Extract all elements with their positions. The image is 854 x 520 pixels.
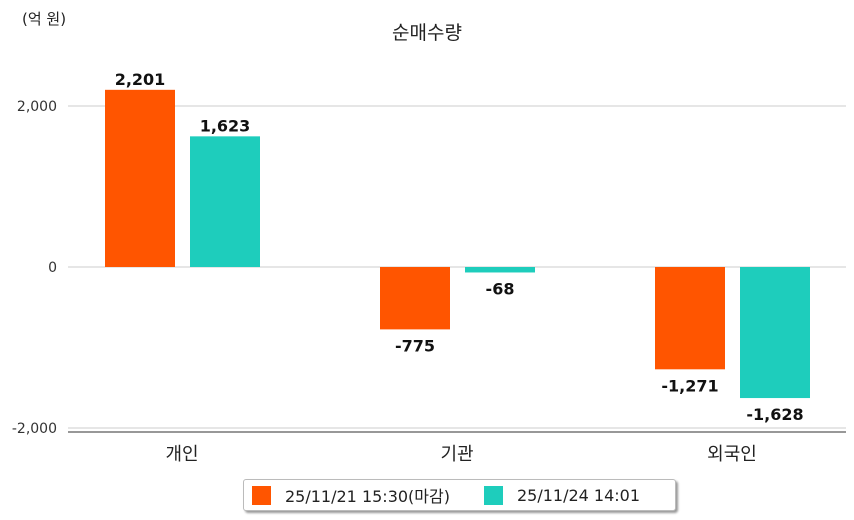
bar-1-3 xyxy=(655,267,725,370)
bar-1-1 xyxy=(105,89,175,267)
legend-label: 25/11/24 14:01 xyxy=(516,485,641,505)
data-label: 2,201 xyxy=(115,70,166,89)
y-tick-label: 0 xyxy=(48,260,57,276)
x-tick-label: 기관 xyxy=(440,444,473,465)
bar-1-2 xyxy=(380,267,450,330)
data-label: -68 xyxy=(486,279,515,298)
legend-item-series-1[interactable]: 25/11/21 15:30(마감) xyxy=(252,483,450,507)
legend-swatch-teal xyxy=(483,485,503,505)
bar-2-3 xyxy=(740,267,810,399)
y-axis-unit-label: (억 원) xyxy=(22,10,67,28)
data-label: 1,623 xyxy=(200,116,251,135)
data-label: -1,628 xyxy=(746,405,803,424)
chart-title: 순매수량 xyxy=(392,22,462,44)
bar-2-2 xyxy=(465,267,535,273)
y-tick-label: 2,000 xyxy=(17,99,57,115)
bar-2-1 xyxy=(190,136,260,267)
x-tick-label: 외국인 xyxy=(707,444,757,465)
data-label: -775 xyxy=(395,336,435,355)
legend-swatch-orange xyxy=(252,485,271,505)
y-tick-label: -2,000 xyxy=(12,421,57,437)
legend-item-series-2[interactable]: 25/11/24 14:01 xyxy=(483,485,641,505)
x-tick-label: 개인 xyxy=(165,444,198,465)
legend: 25/11/21 15:30(마감) 25/11/24 14:01 xyxy=(243,479,676,511)
legend-label: 25/11/21 15:30(마감) xyxy=(285,487,450,506)
data-label: -1,271 xyxy=(661,376,718,395)
